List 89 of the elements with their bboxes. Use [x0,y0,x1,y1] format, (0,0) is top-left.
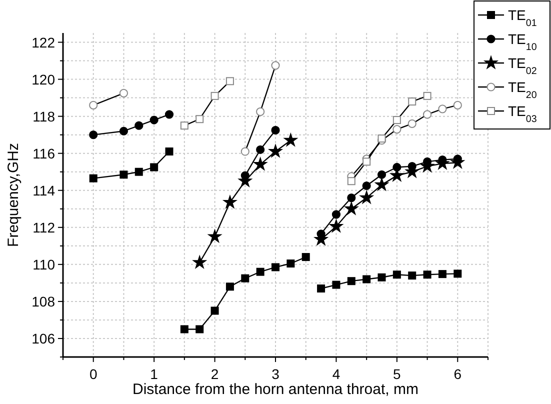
point [180,122,188,130]
point [408,98,416,106]
point [272,263,280,272]
point [451,156,464,168]
x-axis-title: Distance from the horn antenna throat, mm [132,381,418,398]
point [240,147,250,156]
point [196,115,204,124]
point [453,100,462,110]
point [454,270,462,278]
point [332,280,340,289]
point [375,178,388,190]
x-tick-label: 3 [272,366,280,382]
point [347,277,356,286]
point [226,282,234,291]
y-tick-label: 122 [32,34,56,50]
point [362,275,371,284]
y-tick-label: 120 [32,71,56,88]
legend-label: TE$_{10}$ [508,31,538,52]
point [438,104,447,114]
point [134,168,143,176]
point [392,162,402,172]
x-tick-label: 1 [150,366,158,382]
point [284,134,298,146]
point [134,121,144,130]
y-tick-label: 110 [32,256,56,272]
point [271,61,280,70]
legend-label: TE$_{01}$ [508,7,537,28]
point [344,202,358,215]
x-tick-label: 4 [332,366,340,382]
point [196,325,204,334]
point [208,230,222,242]
x-tick-label: 0 [89,366,98,382]
point [241,274,250,282]
point [332,210,341,219]
point [317,284,326,292]
x-tick-label: 2 [210,366,219,382]
point [254,158,267,170]
point [150,163,158,172]
point [226,77,234,86]
point [256,268,264,276]
y-tick-label: 112 [32,219,56,236]
point [362,181,371,190]
y-axis-title: Frequency,GHz [5,143,22,247]
point [164,110,174,119]
y-tick-label: 106 [32,330,56,346]
point [165,147,174,156]
point [256,107,265,116]
point [438,270,446,278]
point [422,110,432,119]
point [362,158,371,166]
point [210,92,219,100]
y-tick-label: 114 [32,182,56,198]
point [408,119,416,128]
point [89,174,98,182]
point [223,196,236,208]
point [347,177,356,186]
point [193,256,206,268]
legend-label: TE$_{02}$ [508,55,537,76]
point [302,253,310,262]
point [408,272,416,280]
point [286,260,295,268]
point [392,270,401,279]
y-tick-label: 118 [32,108,56,124]
point [119,126,128,136]
point [120,170,128,179]
y-tick-label: 108 [32,293,56,310]
point [271,126,280,134]
point [150,116,158,124]
legend-label: TE$_{20}$ [508,79,538,100]
point [392,116,401,124]
point [330,220,343,232]
y-tick-label: 116 [32,145,56,162]
point [360,190,374,204]
point [378,273,386,282]
point [392,124,402,134]
point [210,306,219,315]
point [377,170,386,179]
legend-label: TE$_{03}$ [508,103,538,124]
point [256,145,265,154]
point [119,88,128,98]
point [423,92,432,100]
point [89,130,98,140]
x-tick-label: 6 [454,366,462,382]
point [347,193,356,202]
point [89,100,98,110]
point [423,270,432,279]
point [268,144,282,158]
point [180,325,188,334]
x-tick-label: 5 [393,366,402,382]
